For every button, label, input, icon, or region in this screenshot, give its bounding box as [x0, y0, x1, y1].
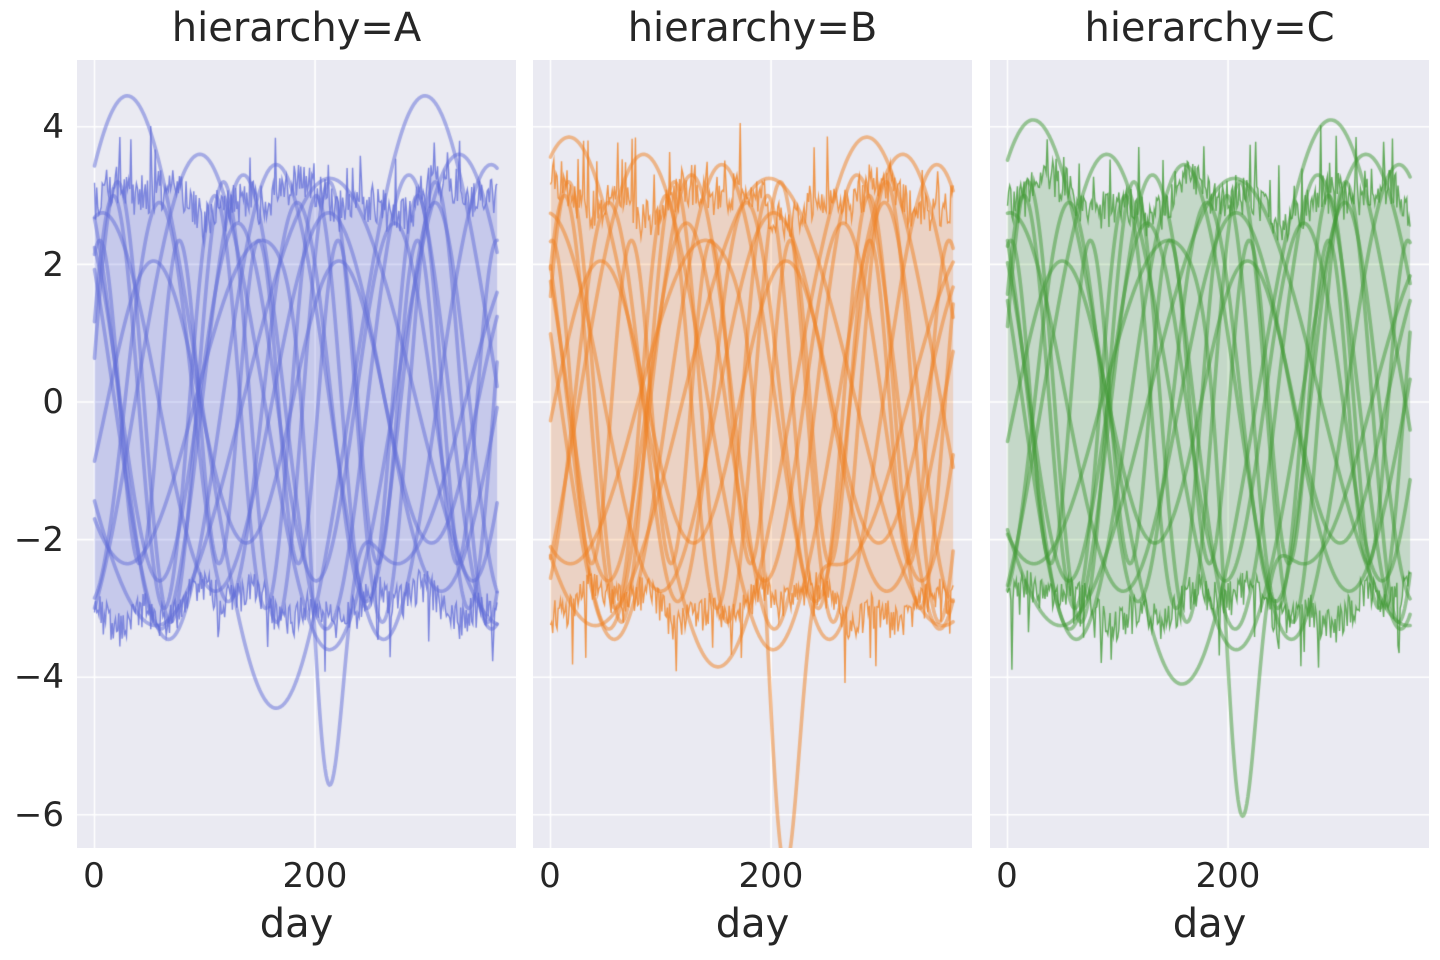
- facet-b-xlabel: day: [715, 901, 790, 947]
- facet-c-canvas: [990, 60, 1429, 848]
- facet-b-plot-area: [533, 60, 972, 848]
- facet-c-plot-area: [990, 60, 1429, 848]
- facet-c-x-tick-0: 0: [996, 856, 1018, 896]
- facet-a-xlabel: day: [259, 901, 334, 947]
- y-tick-neg4: −4: [13, 657, 64, 697]
- facet-b-x-tick-200: 200: [738, 856, 804, 896]
- facet-b-canvas: [533, 60, 972, 848]
- y-tick-4: 4: [42, 107, 64, 147]
- facet-c-x-tick-200: 200: [1195, 856, 1261, 896]
- y-tick-neg6: −6: [13, 795, 64, 835]
- facet-a-x-tick-0: 0: [83, 856, 105, 896]
- facet-a-plot-area: [77, 60, 516, 848]
- facet-a-canvas: [77, 60, 516, 848]
- facet-b-x-tick-0: 0: [539, 856, 561, 896]
- facet-a-x-tick-200: 200: [282, 856, 348, 896]
- y-tick-neg2: −2: [13, 520, 64, 560]
- facet-c-title: hierarchy=C: [1084, 5, 1335, 51]
- facet-c-xlabel: day: [1172, 901, 1247, 947]
- facet-a-title: hierarchy=A: [171, 5, 422, 51]
- y-tick-0: 0: [42, 382, 64, 422]
- facet-b-title: hierarchy=B: [627, 5, 878, 51]
- y-tick-2: 2: [42, 245, 64, 285]
